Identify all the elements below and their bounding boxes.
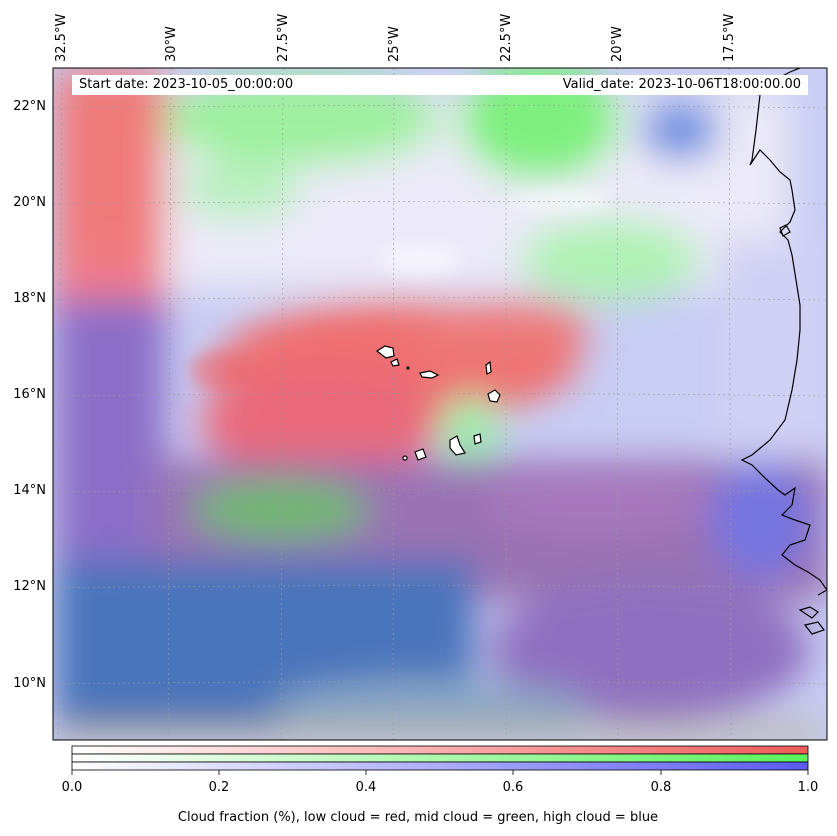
lat-label-22n: 22°N [13, 99, 46, 114]
cloud-fraction-field [53, 68, 827, 740]
start-date-text: Start date: 2023-10-05_00:00:00 [79, 77, 294, 92]
map-frame [52, 67, 828, 741]
date-info-box: Start date: 2023-10-05_00:00:00 Valid_da… [72, 75, 808, 95]
colorbar-tick: 0.8 [650, 780, 672, 795]
lat-label-12n: 12°N [13, 579, 46, 594]
graticule [53, 68, 827, 740]
lon-label-22-5w: 22.5°W [499, 13, 514, 62]
lon-label-20w: 20°W [610, 26, 625, 62]
colorbar-mid-green [71, 753, 809, 763]
lon-label-32-5w: 32.5°W [54, 13, 69, 62]
colorbar-low-red [71, 745, 809, 755]
colorbar-tick: 0.2 [208, 780, 230, 795]
lat-label-14n: 14°N [13, 483, 46, 498]
colorbar-tick: 1.0 [797, 780, 819, 795]
lon-label-27-5w: 27.5°W [276, 13, 291, 62]
lon-label-25w: 25°W [387, 26, 402, 62]
valid-date-text: Valid_date: 2023-10-06T18:00:00.00 [562, 77, 801, 92]
colorbar [71, 745, 809, 775]
colorbar-label: Cloud fraction (%), low cloud = red, mid… [177, 810, 659, 825]
lat-label-18n: 18°N [13, 291, 46, 306]
lat-label-20n: 20°N [13, 195, 46, 210]
cape-verde-islands [375, 345, 501, 461]
colorbar-high-blue [71, 761, 809, 771]
lon-label-17-5w: 17.5°W [722, 13, 737, 62]
lat-label-10n: 10°N [13, 676, 46, 691]
colorbar-tick: 0.4 [355, 780, 377, 795]
colorbar-tick: 0.6 [502, 780, 524, 795]
lat-label-16n: 16°N [13, 387, 46, 402]
colorbar-tick: 0.0 [61, 780, 83, 795]
lon-label-30w: 30°W [164, 26, 179, 62]
